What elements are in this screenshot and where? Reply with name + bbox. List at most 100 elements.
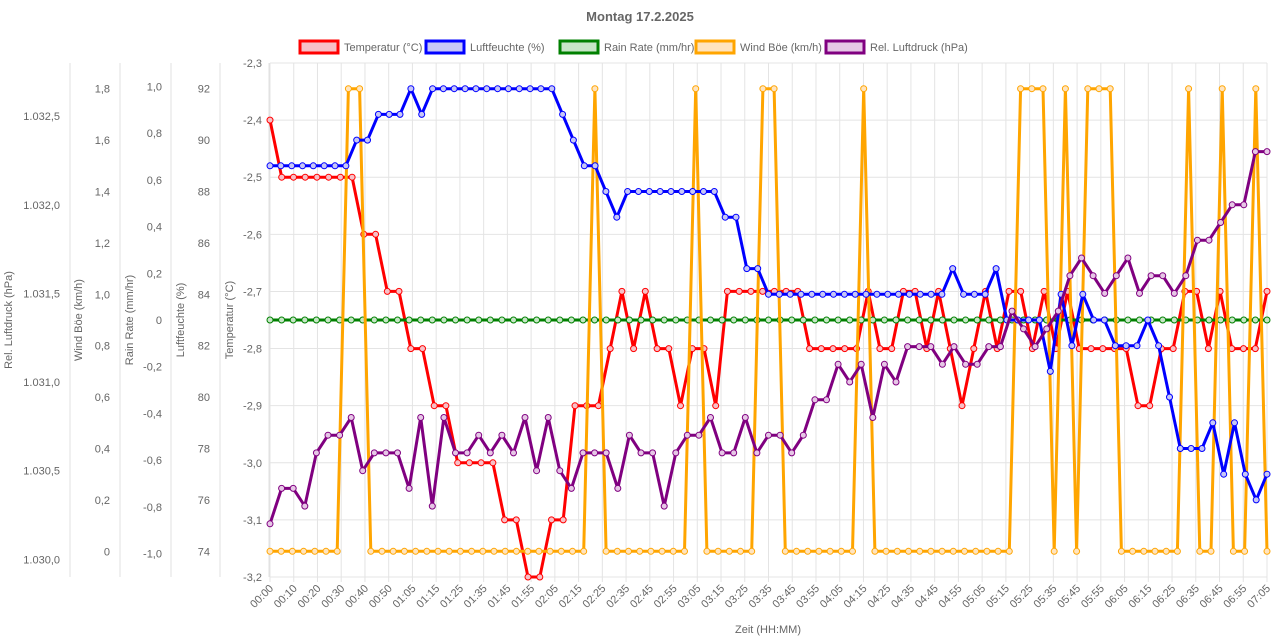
data-point	[571, 402, 579, 410]
data-point	[1252, 85, 1260, 93]
legend-item[interactable]: Luftfeuchte (%)	[424, 39, 545, 55]
hum-tick-label: 76	[198, 495, 210, 507]
data-point	[1095, 85, 1103, 93]
rain-tick-label: -0,2	[143, 362, 162, 374]
data-point	[1111, 342, 1119, 350]
rain-tick-label: 0,8	[147, 128, 162, 140]
data-point	[625, 547, 632, 555]
legend-item[interactable]: Rain Rate (mm/hr)	[558, 39, 694, 55]
data-point	[1220, 470, 1228, 478]
data-point	[1205, 236, 1213, 244]
data-point	[356, 85, 364, 93]
data-point	[916, 290, 924, 298]
data-point	[591, 316, 599, 324]
press-tick-label: 1.030,0	[23, 554, 60, 566]
data-point	[524, 573, 532, 581]
data-point	[1229, 547, 1237, 555]
data-point	[846, 316, 854, 324]
data-point	[994, 547, 1002, 555]
data-point	[1020, 325, 1027, 333]
data-point	[396, 110, 404, 118]
data-point	[904, 343, 912, 351]
data-point	[359, 467, 367, 475]
data-point	[501, 547, 509, 555]
data-point	[677, 402, 684, 410]
data-point	[266, 162, 274, 170]
data-point	[647, 547, 655, 555]
data-point	[463, 316, 471, 324]
legend-item[interactable]: Rel. Luftdruck (hPa)	[824, 39, 968, 55]
data-point	[266, 316, 274, 324]
data-point	[806, 345, 814, 353]
data-point	[1159, 272, 1167, 280]
data-point	[353, 136, 361, 144]
data-point	[707, 316, 714, 324]
data-point	[753, 449, 761, 457]
legend-item[interactable]: Temperatur (°C)	[298, 39, 422, 55]
data-point	[313, 173, 321, 181]
rain-tick-label: 0,4	[147, 222, 162, 234]
data-point	[985, 316, 993, 324]
wind-tick-label: 1,6	[95, 135, 110, 147]
data-point	[475, 431, 483, 439]
data-point	[1122, 342, 1130, 350]
data-point	[521, 316, 529, 324]
data-point	[649, 449, 657, 457]
data-point	[1043, 325, 1051, 333]
data-point	[970, 290, 978, 298]
data-point	[533, 467, 541, 475]
data-point	[1100, 316, 1108, 324]
data-point	[834, 360, 842, 368]
data-point	[949, 265, 957, 273]
legend[interactable]: Temperatur (°C) Luftfeuchte (%) Rain Rate …	[298, 39, 968, 55]
data-point	[636, 547, 644, 555]
press-tick-label: 1.031,0	[23, 377, 60, 389]
data-point	[692, 85, 700, 93]
data-point	[428, 502, 436, 510]
x-tick-label: 03:05	[675, 583, 703, 611]
data-point	[938, 547, 946, 555]
hum-tick-label: 74	[198, 546, 210, 558]
data-point	[1240, 345, 1247, 353]
data-point	[367, 547, 375, 555]
data-point	[1046, 367, 1054, 375]
data-point	[591, 162, 599, 170]
data-point	[741, 414, 749, 421]
x-tick-label: 01:05	[391, 583, 419, 611]
data-point	[1252, 496, 1260, 504]
data-point	[1078, 254, 1085, 262]
legend-swatch	[558, 39, 600, 55]
data-point	[829, 345, 837, 353]
data-point	[370, 449, 378, 457]
x-tick-label: 05:55	[1079, 583, 1107, 611]
data-point	[591, 85, 599, 93]
data-point	[535, 547, 543, 555]
data-point	[1205, 316, 1213, 324]
data-point	[536, 573, 544, 581]
data-point	[490, 547, 498, 555]
data-point	[1173, 547, 1181, 555]
data-point	[320, 162, 328, 170]
data-point	[1169, 345, 1177, 353]
legend-item[interactable]: Wind Böe (km/h)	[694, 39, 822, 55]
wind-tick-label: 0,8	[95, 341, 110, 353]
data-point	[653, 345, 661, 353]
x-tick-label: 03:55	[794, 583, 822, 611]
data-point	[428, 316, 436, 324]
data-point	[479, 547, 487, 555]
x-tick-label: 01:55	[509, 583, 537, 611]
wind-tick-label: 0,2	[95, 495, 110, 507]
data-point	[331, 162, 339, 170]
data-point	[342, 162, 350, 170]
data-point	[927, 290, 935, 298]
data-point	[301, 173, 309, 181]
data-point	[681, 547, 688, 555]
data-point	[630, 345, 638, 353]
x-tick-label: 01:15	[414, 583, 442, 611]
data-point	[602, 547, 610, 555]
temp-tick-label: -3,2	[243, 572, 262, 584]
data-point	[1251, 345, 1259, 353]
data-point	[823, 316, 830, 324]
data-point	[407, 345, 415, 353]
